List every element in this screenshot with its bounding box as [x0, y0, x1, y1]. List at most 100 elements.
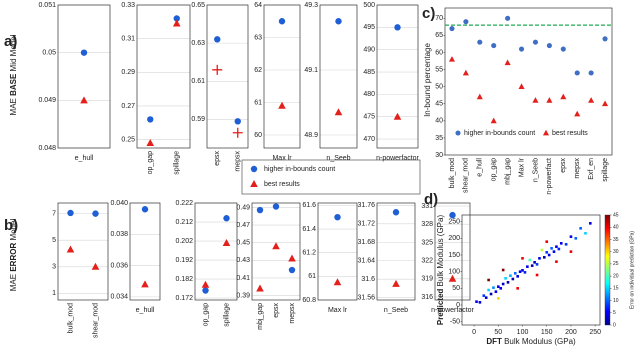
y-tick-label: 0.036	[110, 262, 128, 269]
y-tick-label: 0.034	[110, 294, 128, 301]
scatter-point	[579, 227, 582, 230]
x-tick-label: 50	[494, 329, 502, 336]
plot-frame	[434, 202, 471, 301]
x-tick-label: spillage	[174, 151, 181, 175]
scatter-point	[523, 271, 527, 274]
label-part: Bulk Modulus (GPa)	[436, 215, 445, 289]
dot-marker	[335, 18, 342, 25]
y-tick-label: 0.65	[191, 2, 205, 9]
dot-marker	[449, 25, 455, 32]
triangle-marker	[560, 93, 567, 100]
x-tick-label: mbj_gap	[257, 303, 264, 330]
scatter-point	[559, 242, 563, 245]
dot-marker	[250, 165, 258, 173]
y-tick-label: 31.56	[357, 295, 375, 302]
scatter-point	[564, 243, 568, 246]
plot-frame	[57, 4, 111, 149]
y-tick-label: 0.39	[236, 292, 250, 299]
triangle-marker	[250, 180, 258, 187]
label-part: BASE	[9, 73, 18, 96]
x-tick-label: epsx	[273, 303, 280, 318]
x-tick-label: Max lr	[328, 307, 348, 314]
x-tick-label: mepsx	[289, 303, 296, 324]
plot-frame	[194, 202, 238, 301]
y-tick-label: 61.6	[302, 202, 316, 209]
colorbar-tick-label: 35	[613, 237, 619, 243]
triangle-marker	[222, 238, 231, 246]
scatter-point	[475, 300, 478, 303]
scatter-point	[535, 273, 539, 277]
scatter-point	[589, 222, 592, 225]
panel-label: c)	[422, 5, 435, 22]
triangle-marker	[602, 100, 609, 107]
y-tick-label: 31.76	[357, 202, 375, 209]
plot-frame	[376, 202, 416, 301]
scatter-point	[497, 285, 500, 288]
y-tick-label: 328	[421, 221, 433, 228]
scatter-point	[526, 265, 529, 268]
label-part: MAE	[9, 272, 18, 292]
triangle-marker	[393, 112, 402, 120]
y-tick-label: 0.172	[175, 295, 193, 302]
dot-marker	[560, 46, 566, 52]
plot-frame	[263, 4, 301, 149]
y-tick-label: 331	[421, 203, 433, 210]
y-tick-label: 0.49	[236, 204, 250, 211]
scatter-point	[543, 256, 546, 259]
x-tick-label: mepsx	[235, 151, 242, 172]
triangle-marker	[172, 19, 181, 27]
x-tick-label: op_gap	[491, 158, 498, 181]
y-tick-label: 0.048	[38, 145, 56, 152]
y-tick-label: 0.212	[175, 219, 193, 226]
x-tick-label: shear_mod	[463, 158, 470, 193]
x-tick-label: shear_mod	[92, 303, 99, 338]
x-tick-label: e_hull	[75, 155, 94, 162]
x-tick-label: 150	[541, 329, 553, 336]
y-tick-label: 480	[363, 91, 375, 98]
x-tick-label: Max lr	[272, 155, 292, 162]
x-tick-label: 250	[589, 329, 601, 336]
colorbar-tick-label: 25	[613, 261, 619, 267]
triangle-marker	[542, 129, 550, 136]
y-tick-label: 475	[363, 114, 375, 121]
y-tick-label: 60	[435, 49, 443, 56]
y-tick-label: 470	[363, 136, 375, 143]
y-tick-label: 1	[52, 290, 56, 297]
scatter-point	[555, 260, 558, 263]
y-tick-label: 0.040	[110, 200, 128, 207]
plot-frame	[251, 202, 301, 301]
y-tick-label: 0.47	[236, 222, 250, 229]
y-tick-label: 31.64	[357, 258, 375, 265]
y-tick-label: 0.63	[191, 40, 205, 47]
plot-frame	[136, 4, 191, 149]
y-tick-label: 0.43	[236, 257, 250, 264]
scatter-point	[511, 277, 515, 281]
x-tick-label: spillage	[223, 303, 230, 327]
y-tick-label: 30	[435, 152, 443, 159]
plot-frame	[129, 202, 161, 301]
scatter-point	[497, 297, 500, 300]
x-tick-label: mepsx	[574, 158, 581, 179]
label-part: MAE	[9, 96, 18, 116]
y-tick-label: 31.6	[361, 276, 375, 283]
x-tick-label: n_Seeb	[326, 155, 350, 162]
y-tick-label: 61.2	[302, 250, 316, 257]
plot-frame	[376, 4, 419, 149]
scatter-point	[574, 237, 578, 240]
y-tick-label: 0.61	[191, 78, 205, 85]
y-tick-label: 62	[254, 67, 262, 74]
scatter-point	[487, 288, 490, 292]
x-tick-label: n_Seeb	[532, 158, 539, 182]
colorbar-tick-label: 5	[613, 310, 616, 316]
y-tick-label: 61	[308, 273, 316, 280]
scatter-point	[504, 277, 507, 280]
dot-marker	[392, 209, 400, 216]
y-tick-label: 3	[52, 264, 56, 271]
y-tick-label: 7	[52, 210, 56, 217]
y-axis-label: MAE ERROR Model	[9, 219, 18, 292]
colorbar-tick-label: 30	[613, 249, 619, 255]
y-tick-label: 0	[456, 302, 460, 309]
scatter-point	[528, 258, 532, 262]
y-tick-label: 495	[363, 24, 375, 31]
